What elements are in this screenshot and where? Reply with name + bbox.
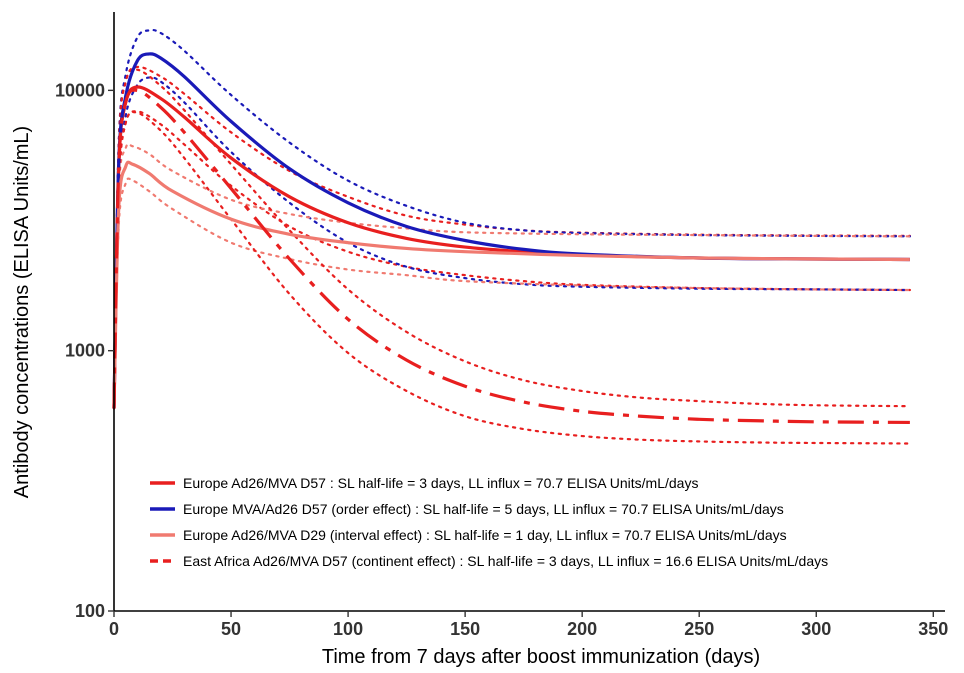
series-layer: [112, 28, 911, 445]
legend-label-1: Europe Ad26/MVA D57 : SL half-life = 3 d…: [183, 475, 698, 491]
series-1-ci-upper: [112, 65, 911, 410]
series-4-ci-lower: [112, 110, 911, 445]
x-axis-title: Time from 7 days after boost immunizatio…: [322, 646, 760, 668]
x-tick-label: 100: [333, 619, 363, 639]
ticks-layer: 0 50 100 150 200 250 300 350 100 1000 10000: [55, 80, 948, 639]
axes-layer: [113, 12, 945, 612]
y-axis-title: Antibody concentrations (ELISA Units/mL): [11, 126, 33, 498]
legend: Europe Ad26/MVA D57 : SL half-life = 3 d…: [150, 475, 828, 569]
legend-label-4: East Africa Ad26/MVA D57 (continent effe…: [183, 553, 828, 569]
x-tick-label: 300: [801, 619, 831, 639]
series-3-line: [112, 160, 910, 409]
series-3-ci-lower: [112, 177, 911, 410]
series-2-ci-lower: [112, 76, 911, 410]
legend-label-3: Europe Ad26/MVA D29 (interval effect) : …: [183, 527, 787, 543]
x-tick-label: 0: [109, 619, 119, 639]
y-tick-label: 100: [75, 601, 105, 621]
series-4-ci-upper: [112, 68, 911, 410]
y-tick-label: 1000: [65, 341, 105, 361]
series-3-ci-upper: [112, 142, 911, 410]
x-tick-label: 200: [567, 619, 597, 639]
legend-label-2: Europe MVA/Ad26 D57 (order effect) : SL …: [183, 501, 784, 517]
x-tick-label: 150: [450, 619, 480, 639]
x-tick-label: 250: [684, 619, 714, 639]
y-tick-label: 10000: [55, 80, 105, 100]
series-2-line: [112, 52, 910, 409]
series-4-line: [112, 88, 910, 425]
x-tick-label: 350: [918, 619, 948, 639]
x-tick-label: 50: [221, 619, 241, 639]
